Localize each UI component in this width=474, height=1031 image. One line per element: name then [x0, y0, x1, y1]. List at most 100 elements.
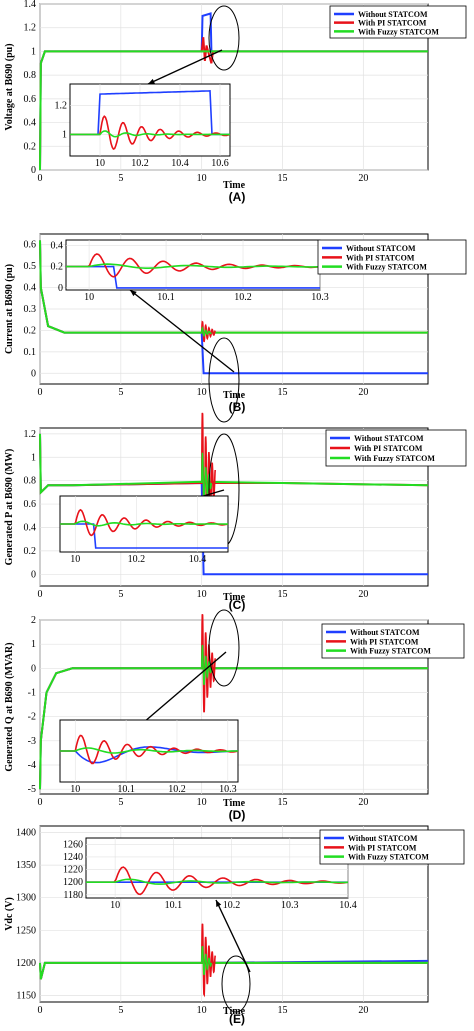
legend-label-b-2: With Fuzzy STATCOM	[346, 263, 427, 272]
x-tick-a-0: 0	[38, 173, 43, 184]
y-tick-e-1: 1200	[16, 958, 36, 969]
panel-label-a: (A)	[228, 190, 246, 204]
inset-x-tick-c-2: 10.4	[189, 554, 207, 565]
inset-line-fuzzy-e	[86, 878, 349, 885]
y-tick-a-2: 0.4	[24, 118, 37, 129]
x-tick-e-4: 20	[358, 1005, 368, 1016]
y-tick-b-3: 0.3	[24, 304, 37, 315]
inset-x-tick-c-0: 10	[70, 554, 80, 565]
panel-label-e: (E)	[229, 1012, 245, 1026]
inset-x-tick-a-3: 10.6	[211, 158, 229, 169]
x-tick-b-1: 5	[118, 387, 123, 398]
y-tick-d-6: 1	[31, 639, 36, 650]
x-tick-b-3: 15	[278, 387, 288, 398]
inset-x-tick-e-0: 10	[110, 900, 120, 911]
legend-label-b-1: With PI STATCOM	[346, 253, 415, 262]
series-line-c-2	[39, 433, 429, 495]
x-axis-label-a: Time	[223, 180, 246, 191]
y-tick-b-4: 0.4	[24, 283, 37, 294]
y-tick-d-0: -5	[28, 784, 36, 795]
legend-label-c-1: With PI STATCOM	[354, 444, 423, 453]
series-line-a-2	[39, 50, 428, 171]
inset-line-pi-c	[60, 508, 229, 537]
x-tick-c-3: 15	[278, 589, 288, 600]
x-tick-c-2: 10	[197, 589, 207, 600]
panel-e: 0 5 10 15 20 1150 1200 1250 1300 1350 1400 Time Vdc …	[0, 822, 474, 1031]
panel-label-b: (B)	[228, 400, 246, 414]
inset-y-tick-e-1: 1200	[63, 877, 83, 888]
y-tick-d-2: -3	[28, 736, 36, 747]
x-tick-c-4: 20	[358, 589, 368, 600]
x-tick-e-2: 10	[197, 1005, 207, 1016]
zoom-arrow-b	[129, 289, 235, 373]
inset-line-fuzzy-b	[66, 263, 320, 269]
chart-a: 0 5 10 15 20 0 0.2 0.4 0.6 0.8 1 1.2 1.4 Time Voltage …	[4, 0, 467, 191]
chart-d: 0 5 10 15 20 -5 -4 -3 -2 -1 0 1 2 Time Generated Q at …	[4, 609, 465, 809]
chart-e: 0 5 10 15 20115012001250130013501400TimeVdc …	[4, 825, 465, 1017]
panel-c: 0 5 10 15 20 0 0.2 0.4 0.6 0.8 1 1.2 Time Generated P…	[0, 412, 474, 616]
y-tick-b-1: 0.1	[24, 347, 37, 358]
inset-line-pi-d	[60, 734, 239, 765]
y-tick-e-0: 1150	[16, 990, 36, 1001]
inset-y-tick-b-0: 0	[58, 283, 63, 294]
x-tick-d-2: 10	[197, 797, 207, 808]
inset-y-tick-a-0: 1	[62, 129, 67, 140]
x-tick-d-4: 20	[358, 797, 368, 808]
inset-y-tick-e-0: 1180	[63, 890, 83, 901]
inset-line-fuzzy-c	[60, 520, 228, 527]
y-tick-a-7: 1.4	[24, 0, 37, 10]
spike-pi-b	[200, 320, 216, 343]
panel-a: 0 5 10 15 20 0 0.2 0.4 0.6 0.8 1 1.2 1.4 Time Voltage …	[0, 0, 474, 204]
spike-fuzzy-e	[201, 946, 213, 976]
y-tick-d-1: -4	[28, 760, 36, 771]
zoom-ellipse-a	[208, 5, 240, 71]
y-tick-b-2: 0.2	[24, 325, 37, 336]
x-tick-a-2: 10	[197, 173, 207, 184]
panel-d: 0 5 10 15 20 -5 -4 -3 -2 -1 0 1 2 Time Generated Q at …	[0, 609, 474, 822]
panel-label-c: (C)	[228, 598, 246, 612]
y-tick-d-3: -2	[28, 712, 36, 723]
y-tick-c-6: 1.2	[24, 429, 37, 440]
x-tick-c-1: 5	[118, 589, 123, 600]
legend-label-e-2: With Fuzzy STATCOM	[348, 853, 429, 862]
inset-y-tick-b-2: 0.4	[51, 240, 64, 251]
y-axis-label-a: Voltage at B690 (pu)	[4, 43, 15, 130]
y-tick-e-4: 1350	[16, 860, 36, 871]
inset-x-tick-d-1: 10.1	[117, 784, 135, 795]
inset-line-fuzzy-a	[70, 130, 230, 138]
x-tick-a-1: 5	[118, 173, 123, 184]
inset-x-tick-e-4: 10.4	[339, 900, 357, 911]
inset-x-tick-d-3: 10.3	[219, 784, 237, 795]
x-tick-a-3: 15	[278, 173, 288, 184]
x-axis-label-d: Time	[223, 798, 246, 809]
y-tick-b-5: 0.5	[24, 261, 37, 272]
y-tick-d-4: -1	[28, 688, 36, 699]
y-tick-b-0: 0	[31, 368, 36, 379]
inset-frame-a	[69, 83, 231, 157]
zoom-arrow-a	[147, 49, 223, 85]
inset-line-without-b	[66, 265, 320, 289]
inset-x-tick-b-2: 10.2	[234, 292, 252, 303]
y-tick-d-5: 0	[31, 663, 36, 674]
zoom-ellipse-d	[208, 609, 240, 687]
inset-x-tick-e-3: 10.3	[281, 900, 299, 911]
spike-fuzzy-c	[201, 452, 213, 505]
zoom-arrow-e	[215, 899, 251, 973]
x-tick-b-2: 10	[197, 387, 207, 398]
inset-x-tick-e-1: 10.1	[165, 900, 183, 911]
legend-label-a-2: With Fuzzy STATCOM	[358, 27, 439, 36]
zoom-arrowhead-e	[216, 900, 222, 907]
x-tick-d-3: 15	[278, 797, 288, 808]
inset-line-pi-e	[86, 866, 349, 896]
zoom-ellipse-e	[221, 955, 251, 1013]
inset-x-tick-b-1: 10.1	[157, 292, 175, 303]
x-tick-e-3: 15	[278, 1005, 288, 1016]
x-tick-a-4: 20	[358, 173, 368, 184]
y-axis-label-b: Current at B690 (pu)	[4, 264, 15, 354]
zoom-ellipse-b	[208, 337, 240, 423]
spike-fuzzy-b	[201, 326, 212, 337]
inset-x-tick-d-0: 10	[70, 784, 80, 795]
y-axis-label-c: Generated P at B690 (MW)	[4, 449, 15, 566]
inset-y-tick-b-1: 0.2	[51, 262, 64, 273]
x-tick-b-4: 20	[358, 387, 368, 398]
